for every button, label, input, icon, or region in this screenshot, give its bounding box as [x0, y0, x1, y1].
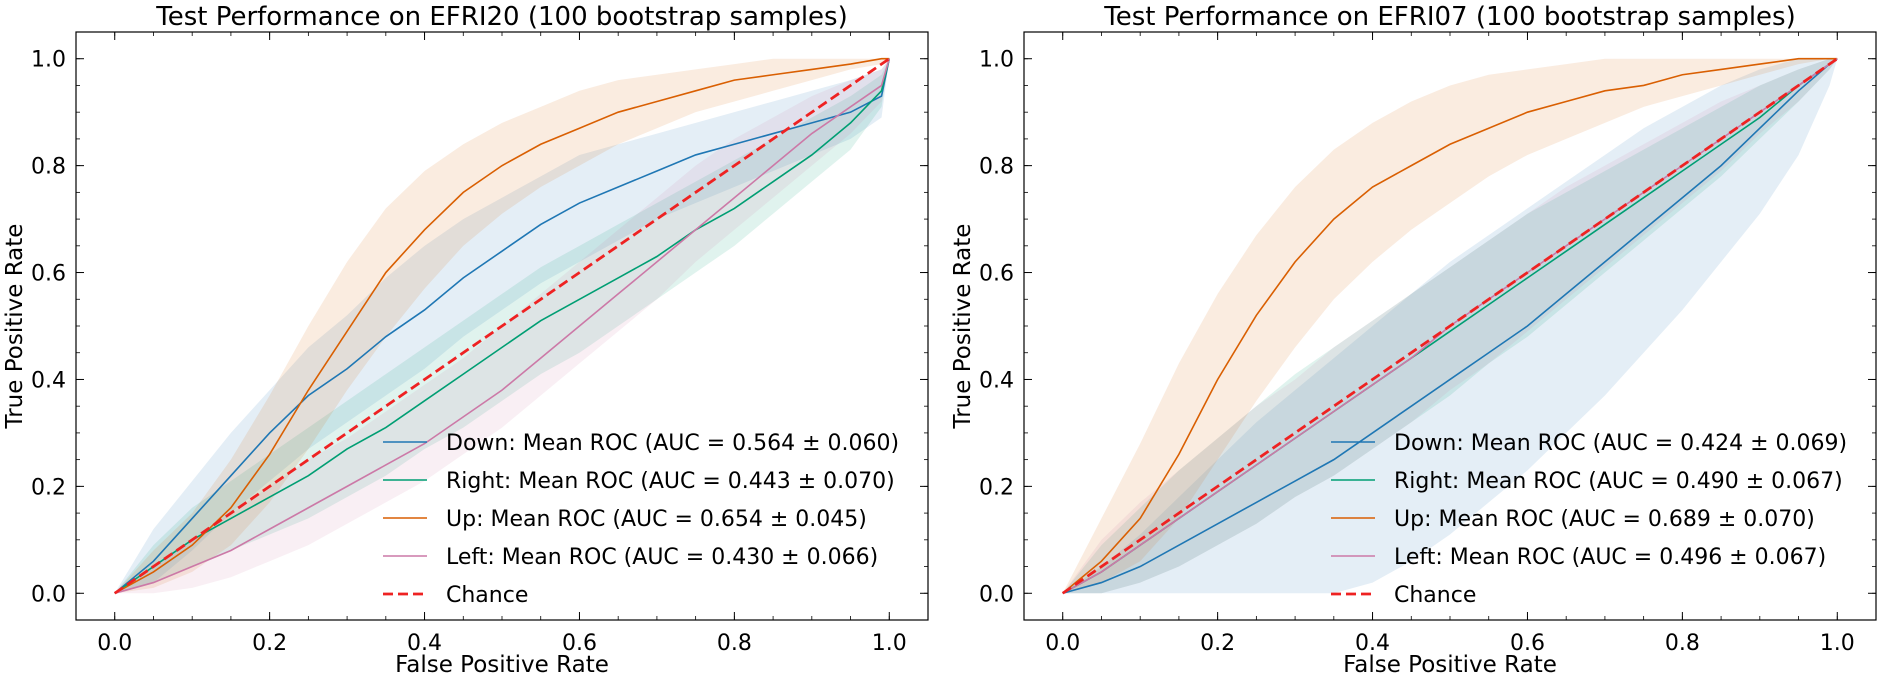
chance-line — [113, 57, 891, 595]
chart-title: Test Performance on EFRI07 (100 bootstra… — [1103, 2, 1796, 32]
chance-line — [1061, 57, 1839, 595]
legend-label: Right: Mean ROC (AUC = 0.443 ± 0.070) — [446, 469, 895, 494]
x-tick-label: 0.4 — [407, 631, 442, 656]
series-line — [114, 58, 891, 594]
x-axis-label: False Positive Rate — [395, 652, 609, 678]
series-line — [114, 58, 891, 594]
y-axis-label: True Positive Rate — [950, 224, 976, 430]
y-tick-label: 0.2 — [31, 475, 66, 500]
series-line — [114, 58, 891, 595]
series-line — [1062, 57, 1838, 594]
x-tick-label: 0.2 — [1200, 631, 1235, 656]
y-tick-label: 0.8 — [979, 155, 1014, 180]
y-tick-label: 1.0 — [979, 48, 1014, 73]
plot-area — [113, 57, 891, 595]
y-tick-label: 0.4 — [979, 368, 1014, 393]
legend-label: Left: Mean ROC (AUC = 0.496 ± 0.067) — [1394, 545, 1826, 570]
x-tick-label: 0.4 — [1355, 631, 1390, 656]
x-axis-label: False Positive Rate — [1343, 652, 1557, 678]
legend-label: Chance — [1394, 583, 1476, 608]
y-tick-label: 0.0 — [979, 582, 1014, 607]
x-tick-label: 1.0 — [1820, 631, 1855, 656]
y-tick-label: 0.8 — [31, 155, 66, 180]
x-tick-label: 0.6 — [562, 631, 597, 656]
x-tick-label: 0.8 — [1665, 631, 1700, 656]
y-axis-label: True Positive Rate — [2, 224, 28, 430]
series-line — [114, 57, 890, 594]
x-tick-label: 0.0 — [97, 631, 132, 656]
y-tick-label: 0.6 — [979, 262, 1014, 287]
y-tick-label: 0.6 — [31, 262, 66, 287]
series-line — [1062, 58, 1838, 594]
chart-title: Test Performance on EFRI20 (100 bootstra… — [155, 2, 848, 32]
legend-label: Right: Mean ROC (AUC = 0.490 ± 0.067) — [1394, 469, 1843, 494]
y-tick-label: 1.0 — [31, 48, 66, 73]
legend-label: Down: Mean ROC (AUC = 0.424 ± 0.069) — [1394, 431, 1847, 456]
legend-label: Chance — [446, 583, 528, 608]
legend-label: Up: Mean ROC (AUC = 0.654 ± 0.045) — [446, 507, 867, 532]
legend-label: Down: Mean ROC (AUC = 0.564 ± 0.060) — [446, 431, 899, 456]
x-tick-label: 0.0 — [1045, 631, 1080, 656]
y-tick-label: 0.0 — [31, 582, 66, 607]
chart-panel-efri07: Test Performance on EFRI07 (100 bootstra… — [950, 2, 1877, 678]
x-tick-label: 1.0 — [872, 631, 907, 656]
legend-label: Up: Mean ROC (AUC = 0.689 ± 0.070) — [1394, 507, 1815, 532]
legend-label: Left: Mean ROC (AUC = 0.430 ± 0.066) — [446, 545, 878, 570]
plot-area — [1061, 57, 1839, 595]
x-tick-label: 0.6 — [1510, 631, 1545, 656]
series-line — [1062, 58, 1838, 595]
x-tick-label: 0.8 — [717, 631, 752, 656]
y-tick-label: 0.4 — [31, 368, 66, 393]
legend: Down: Mean ROC (AUC = 0.564 ± 0.060) Righ… — [383, 431, 899, 608]
legend: Down: Mean ROC (AUC = 0.424 ± 0.069) Righ… — [1331, 431, 1847, 608]
x-tick-label: 0.2 — [252, 631, 287, 656]
y-tick-label: 0.2 — [979, 475, 1014, 500]
chart-panel-efri20: Test Performance on EFRI20 (100 bootstra… — [2, 2, 929, 678]
